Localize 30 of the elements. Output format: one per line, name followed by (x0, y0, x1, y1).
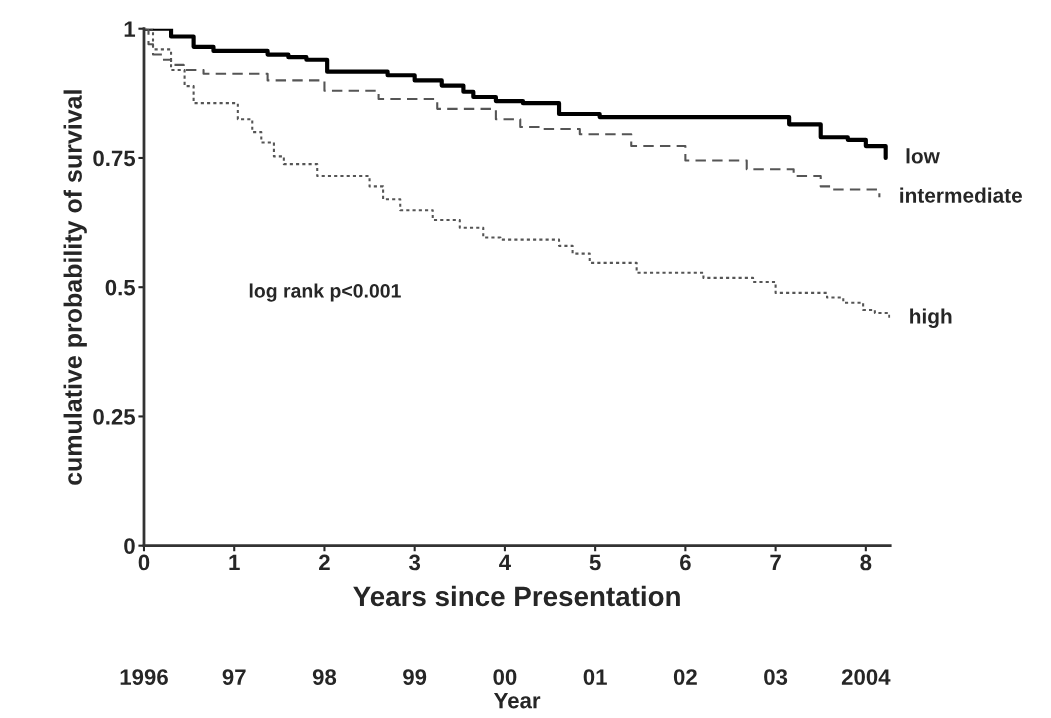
x-tick-label: 5 (589, 554, 601, 571)
x2-tick-label: 2004 (841, 669, 891, 685)
x2-tick-label: 03 (764, 669, 788, 685)
x2-tick-label: 97 (222, 669, 246, 685)
y-tick-label: 0.5 (105, 279, 136, 296)
x-axis-title: Years since Presentation (353, 585, 680, 607)
y-tick-label: 0 (124, 538, 135, 554)
x-tick-label: 1 (229, 554, 240, 571)
series-label: intermediate (900, 187, 1022, 203)
x-tick-label: 3 (409, 554, 421, 571)
series-label: high (910, 308, 952, 328)
x-tick-label: 7 (770, 554, 781, 571)
y-tick-label: 0.75 (93, 150, 136, 167)
x2-axis-title: Year (493, 692, 541, 709)
x-tick-label: 2 (319, 554, 330, 571)
x2-tick-label: 01 (583, 669, 607, 685)
x-tick-label: 0 (138, 554, 150, 571)
x2-tick-label: 1996 (120, 669, 168, 685)
y-tick-label: 0.25 (93, 408, 136, 425)
y-tick-label: 1 (124, 21, 136, 37)
x2-tick-label: 00 (493, 669, 517, 685)
x-tick-label: 4 (499, 554, 511, 571)
x-tick-label: 8 (860, 554, 872, 571)
x2-tick-label: 02 (673, 669, 697, 685)
x2-tick-label: 99 (403, 669, 427, 685)
x-tick-label: 6 (680, 554, 691, 571)
x2-tick-label: 98 (312, 669, 337, 685)
annotation: log rank p<0.001 (249, 283, 401, 302)
series-label: low (906, 148, 940, 164)
y-axis-title: cumulative probability of survival (63, 90, 87, 485)
